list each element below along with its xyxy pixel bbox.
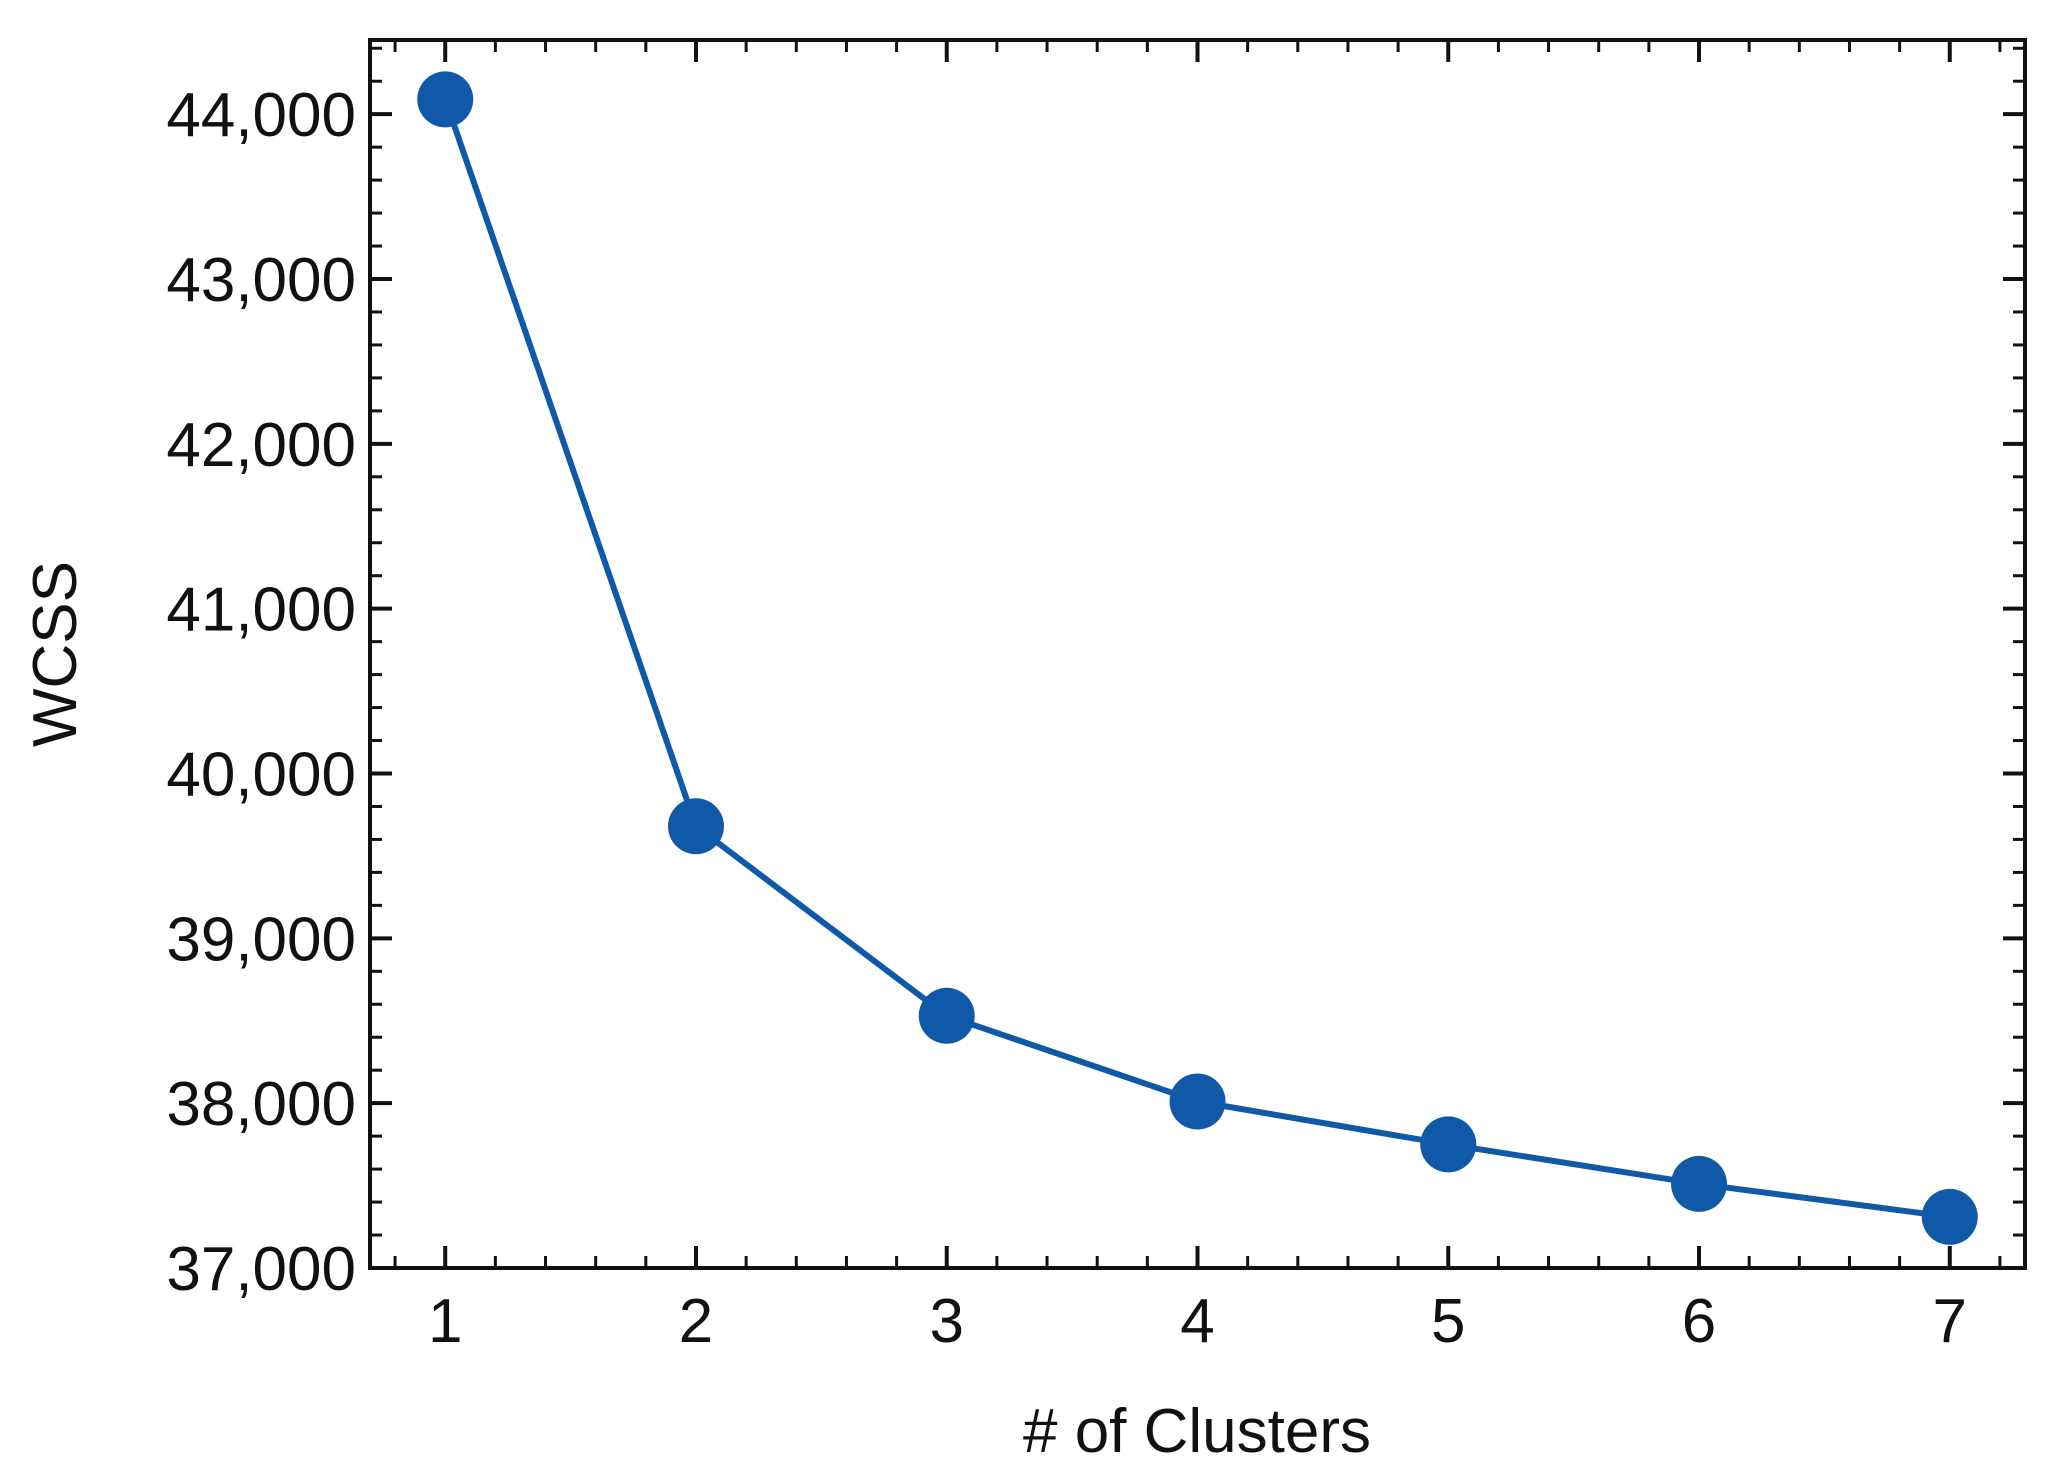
series-line (442, 98, 1951, 1220)
y-tick-label: 40,000 (166, 741, 356, 810)
y-tick-label: 38,000 (166, 1070, 356, 1139)
x-tick-labels: 1 2 3 4 5 6 7 (428, 1287, 1967, 1356)
data-point (667, 798, 724, 855)
y-tick-labels: 37,000 38,000 39,000 40,000 41,000 42,000 43,0… (166, 81, 356, 1304)
x-tick-label: 3 (930, 1287, 964, 1356)
x-tick-label: 4 (1180, 1287, 1214, 1356)
y-tick-label: 41,000 (166, 576, 356, 645)
y-tick-label: 37,000 (166, 1235, 356, 1304)
data-point (1921, 1188, 1978, 1245)
data-point (1671, 1155, 1728, 1212)
y-tick-label: 44,000 (166, 81, 356, 150)
data-point (918, 987, 975, 1044)
x-tick-label: 5 (1431, 1287, 1465, 1356)
data-point (1420, 1116, 1477, 1173)
x-tick-label: 2 (679, 1287, 713, 1356)
axis-ticks (370, 40, 2025, 1270)
x-tick-label: 7 (1933, 1287, 1967, 1356)
x-tick-label: 6 (1682, 1287, 1716, 1356)
data-point (1169, 1073, 1226, 1130)
y-axis-title: WCSS (21, 561, 90, 747)
series-group (417, 71, 1978, 1245)
y-tick-label: 39,000 (166, 905, 356, 974)
x-axis-title: # of Clusters (1023, 1397, 1371, 1466)
x-tick-label: 1 (428, 1287, 462, 1356)
y-tick-label: 43,000 (166, 246, 356, 315)
y-tick-label: 42,000 (166, 411, 356, 480)
data-point (417, 71, 474, 128)
